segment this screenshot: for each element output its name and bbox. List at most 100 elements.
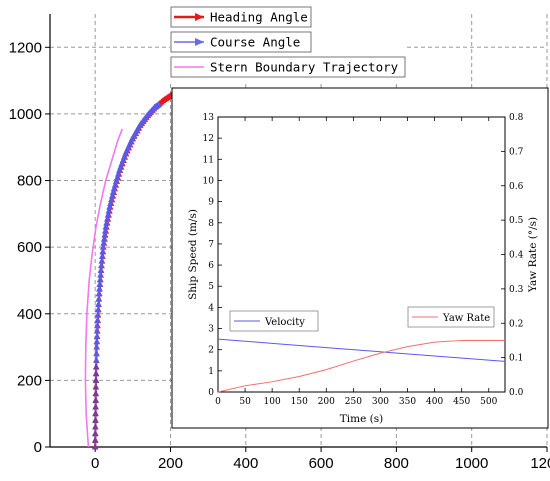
inset-y-tick-label: 4 xyxy=(208,303,214,313)
series-marker-1 xyxy=(98,257,106,264)
inset-legend-label-1: Yaw Rate xyxy=(442,313,490,324)
series-marker-1 xyxy=(98,252,106,259)
series-marker-1 xyxy=(104,211,112,218)
inset-y-tick-label: 6 xyxy=(208,261,214,271)
series-marker-1 xyxy=(96,285,103,292)
series-marker-1 xyxy=(92,369,100,377)
series-marker-1 xyxy=(92,396,100,403)
inset-chart: 0 50 100 150 200 250 300 350 400 450 5000123456789… xyxy=(171,87,549,429)
series-marker-1 xyxy=(97,271,104,278)
series-marker-1 xyxy=(93,332,101,339)
inset-x-tick-label: 400 xyxy=(426,397,443,407)
inset-y-tick-label: 1 xyxy=(208,367,214,377)
inset-x-tick-label: 200 xyxy=(318,397,335,407)
inset-y2-tick-label: 0.8 xyxy=(509,113,524,123)
legend-label-2: Stern Boundary Trajectory xyxy=(210,60,399,75)
inset-y-tick-label: 11 xyxy=(203,155,214,165)
y-tick-label: 600 xyxy=(17,239,42,256)
series-marker-1 xyxy=(92,363,100,370)
x-tick-label: 600 xyxy=(309,455,334,472)
series-line-2 xyxy=(84,128,124,448)
series-marker-1 xyxy=(94,316,101,323)
series-marker-1 xyxy=(113,174,121,181)
y-tick-label: 400 xyxy=(17,306,42,323)
series-marker-1 xyxy=(93,322,101,329)
inset-legend-label-0: Velocity xyxy=(264,317,305,328)
inset-y2-tick-label: 0.1 xyxy=(509,354,523,364)
x-tick-label: 0 xyxy=(91,455,99,472)
inset-y-tick-label: 8 xyxy=(208,219,214,229)
inset-series-line-1 xyxy=(217,339,505,393)
inset-y2-tick-label: 0.7 xyxy=(509,147,524,157)
series-marker-1 xyxy=(118,160,125,167)
series-marker-1 xyxy=(92,376,100,383)
main-series xyxy=(84,88,182,450)
legend-background xyxy=(170,6,406,81)
series-marker-1 xyxy=(92,383,100,390)
series-marker-1 xyxy=(126,141,133,148)
legend-label-0: Heading Angle xyxy=(210,10,308,25)
inset-y-tick-label: 5 xyxy=(208,282,214,292)
series-marker-1 xyxy=(91,443,99,450)
legend-marker-0 xyxy=(195,13,204,21)
inset-x-tick-label: 150 xyxy=(291,397,308,407)
inset-y-tick-label: 13 xyxy=(203,113,215,123)
series-marker-1 xyxy=(95,295,102,302)
y-tick-label: 1200 xyxy=(9,39,42,56)
series-marker-1 xyxy=(114,170,122,177)
legend-marker-1 xyxy=(195,38,204,46)
inset-frame xyxy=(171,87,549,429)
inset-x-tick-label: 450 xyxy=(453,397,470,407)
series-marker-1 xyxy=(127,138,135,145)
series-marker-1 xyxy=(92,429,99,437)
series-marker-1 xyxy=(108,192,116,199)
inset-x-tick-label: 350 xyxy=(399,397,416,407)
series-marker-1 xyxy=(124,144,132,151)
inset-y-tick-label: 0 xyxy=(208,388,214,398)
inset-x-axis-title: Time (s) xyxy=(340,413,383,425)
inset-y2-tick-label: 0.3 xyxy=(509,285,524,295)
series-marker-1 xyxy=(97,262,105,269)
series-marker-1 xyxy=(93,327,101,334)
series-marker-1 xyxy=(112,177,120,185)
inset-y2-tick-label: 0.4 xyxy=(509,251,524,261)
series-marker-1 xyxy=(92,409,99,417)
series-marker-1 xyxy=(105,207,113,214)
series-marker-1 xyxy=(155,100,163,108)
series-marker-1 xyxy=(103,215,111,222)
main-legend: Heading Angle Course Angle Stern Boundary … xyxy=(170,6,406,81)
inset-x-tick-label: 500 xyxy=(480,397,497,407)
inset-y-tick-label: 2 xyxy=(208,346,214,356)
series-marker-1 xyxy=(93,350,100,357)
inset-x-tick-label: 250 xyxy=(345,397,362,407)
series-marker-1 xyxy=(94,311,102,318)
legend-entry-box-1 xyxy=(170,31,312,53)
series-marker-1 xyxy=(96,276,104,283)
inset-x-tick-label: 300 xyxy=(372,397,389,407)
series-marker-1 xyxy=(100,239,107,246)
series-marker-1 xyxy=(99,248,106,255)
series-marker-1 xyxy=(94,306,102,313)
x-tick-label: 400 xyxy=(233,455,258,472)
inset-x-tick-label: 100 xyxy=(264,397,281,407)
series-marker-1 xyxy=(123,147,130,154)
series-marker-1 xyxy=(110,185,118,192)
series-marker-1 xyxy=(101,231,108,238)
series-marker-1 xyxy=(102,223,110,230)
inset-y2-tick-label: 0.2 xyxy=(509,319,523,329)
series-marker-1 xyxy=(122,150,129,157)
series-marker-1 xyxy=(109,188,117,196)
series-marker-1 xyxy=(107,199,114,207)
series-marker-1 xyxy=(96,280,103,287)
inset-y-tick-label: 7 xyxy=(208,240,214,250)
legend-label-1: Course Angle xyxy=(210,35,300,50)
x-tick-label: 1000 xyxy=(455,455,488,472)
inset-y-tick-label: 12 xyxy=(203,134,214,144)
inset-x-tick-label: 50 xyxy=(239,397,251,407)
series-marker-1 xyxy=(92,403,99,410)
series-line-0 xyxy=(94,91,180,448)
inset-legend-box-1 xyxy=(407,306,495,328)
series-marker-1 xyxy=(93,338,101,345)
series-marker-1 xyxy=(99,243,107,250)
series-marker-1 xyxy=(115,166,123,174)
